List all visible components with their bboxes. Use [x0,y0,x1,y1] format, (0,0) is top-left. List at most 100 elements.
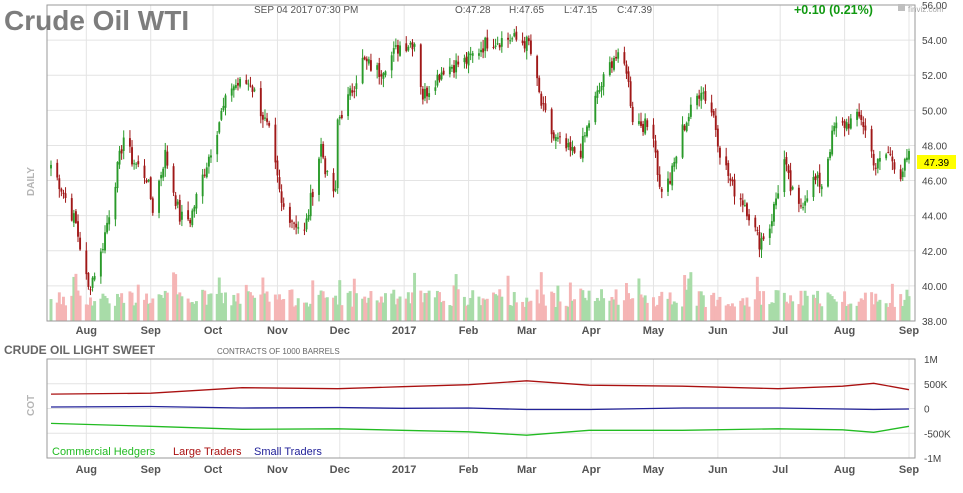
candle-body [122,137,125,151]
candle-body [378,63,381,77]
candle-body [777,193,780,199]
volume-bar [668,292,672,321]
volume-bar [390,293,394,321]
candle-body [600,86,603,91]
volume-bar [469,298,473,321]
candle-body [594,95,597,123]
volume-bar [799,290,803,321]
volume-bar [64,305,68,321]
cot-x-tick-label: 2017 [392,464,416,476]
candle-body [687,116,690,122]
volume-bar [273,294,277,321]
legend-item: Large Traders [173,446,242,458]
candle-body [230,88,233,96]
candle-body [714,115,717,130]
volume-bar [76,290,80,321]
volume-bar [658,296,662,321]
volume-bar [136,284,140,321]
volume-bar [375,300,379,321]
volume-bar [814,297,817,321]
candle-body [266,118,269,122]
cot-panel-border [46,358,916,459]
volume-bar [354,293,358,321]
candle-body [858,111,861,117]
volume-bar [101,293,105,321]
candle-body [114,186,117,220]
volume-bar [145,293,149,321]
candle-body [905,157,908,161]
volume-bar [743,305,747,321]
volume-bar [818,303,822,321]
legend-item: Small Traders [254,446,322,458]
candle-body [569,141,572,151]
candle-body [716,128,719,147]
volume-bar [670,304,674,321]
volume-bar [770,302,774,321]
volume-bar [485,298,489,321]
candle-body [365,58,368,62]
volume-bar [760,304,763,321]
volume-bar [435,290,439,321]
volume-bar [219,292,223,321]
candle-body [556,137,559,139]
volume-bar [248,292,252,321]
volume-bar [654,306,658,321]
volume-bar [672,301,676,321]
cot-x-tick-label: May [643,464,665,476]
candle-body [469,53,472,55]
candle-body [785,157,788,165]
volume-bar [905,289,909,321]
candle-body [818,172,821,187]
candle-body [696,95,699,106]
candle-body [829,151,832,158]
volume-bar [622,300,626,321]
volume-bar [61,296,65,321]
candle-body [347,94,350,117]
ohlc-open: O:47.28 [455,5,491,16]
cot-legend: Commercial Hedgers Large Traders Small Tra… [52,446,322,458]
volume-bar [462,296,466,321]
volume-bar [857,301,861,321]
volume-bar [639,294,643,321]
candle-body [318,158,320,195]
cot-y-tick-label: 0 [924,405,930,416]
candle-body [579,150,582,158]
candle-body [513,33,516,37]
candle-body [307,214,310,220]
candle-body [802,207,805,209]
volume-bar [701,295,705,321]
volume-bar [500,296,504,321]
volume-bar [78,295,82,321]
candle-body [261,114,264,120]
volume-bar [151,298,155,321]
volume-bar [365,302,369,321]
volume-bar [477,296,481,321]
volume-bar [481,298,485,321]
candle-body [596,90,599,98]
volume-bar [194,301,198,321]
candle-body [862,121,865,127]
candle-body [234,85,237,88]
candle-body [625,64,628,74]
volume-bar [456,289,460,321]
candle-body [253,89,256,91]
candle-body [849,118,852,129]
volume-bar [379,296,383,321]
volume-bar [608,300,612,321]
volume-bar [394,304,398,321]
volume-bar [265,291,269,321]
candle-body [239,78,242,87]
volume-bar [716,299,720,321]
candle-body [631,106,634,123]
candle-body [627,71,630,82]
candle-body [471,53,474,56]
candle-body [434,87,437,91]
candle-body [775,198,777,206]
price-y-tick-label: 44.00 [922,212,947,223]
candle-body [426,87,428,97]
price-y-tick-label: 50.00 [922,106,947,117]
volume-bar [494,294,498,321]
candle-body [860,114,863,120]
volume-bar [99,298,103,321]
candle-body [698,95,701,99]
